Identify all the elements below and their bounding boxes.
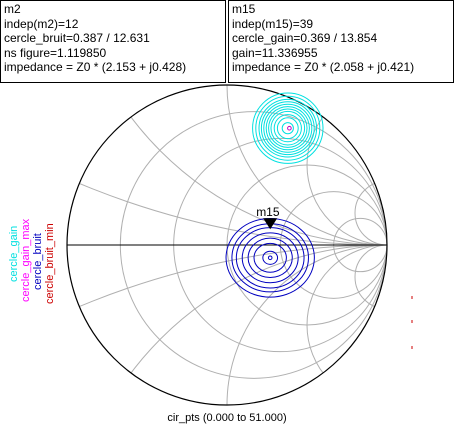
marker-m15-line: impedance = Z0 * (2.058 + j0.421) (232, 60, 415, 74)
gain-circle (265, 106, 310, 151)
reactance-arc (67, 85, 387, 246)
marker-m15-line: cercle_gain=0.369 / 13.854 (232, 31, 378, 45)
noise-circle (225, 217, 315, 298)
unit-circle (66, 84, 388, 406)
legend-entry-cercle-bruit: cercle_bruit (32, 233, 44, 290)
noise-circle (247, 237, 293, 278)
gain-circle (263, 103, 313, 153)
noise-circle (253, 242, 287, 273)
x-axis-label: cir_pts (0.000 to 51.000) (167, 412, 287, 424)
marker-m2-readout: m2 indep(m2)=12 cercle_bruit=0.387 / 12.… (0, 0, 226, 83)
marker-m15-icon (263, 218, 278, 230)
gain-circle (276, 117, 299, 140)
marker-m15-line: m15 (232, 2, 256, 16)
reactance-arc (306, 85, 387, 246)
gain-circle (260, 101, 315, 156)
gain-max-point (287, 125, 292, 131)
gain-circle (255, 95, 321, 161)
gain-circle (252, 92, 324, 164)
marker-m15-label: m15 (256, 205, 280, 219)
marker-m15-readout: m15 indep(m15)=39 cercle_gain=0.369 / 13… (228, 0, 454, 83)
reactance-arc (306, 244, 387, 405)
noise-circle (241, 232, 299, 284)
noise-min-point (267, 255, 273, 261)
chart-legend: cercle_gain cercle_gain_max cercle_bruit… (4, 198, 64, 304)
gain-circle (270, 110, 306, 146)
marker-m2-line: m2 (4, 2, 21, 16)
reactance-arc (354, 180, 387, 246)
marker-m2-line: impedance = Z0 * (2.153 + j0.428) (4, 60, 187, 74)
gain-circle (268, 108, 308, 148)
marker-m2-line: ns figure=1.119850 (4, 45, 107, 60)
marker-m2-line: cercle_bruit=0.387 / 12.631 (4, 31, 150, 45)
gain-circle (258, 98, 318, 158)
legend-entry-cercle-bruit-min: cercle_bruit_min (44, 223, 56, 304)
noise-circle (262, 250, 279, 265)
legend-entry-cercle-gain-max: cercle_gain_max (20, 218, 32, 302)
gain-circle (273, 114, 302, 143)
marker-m15-line: gain=11.336955 (232, 45, 318, 60)
reactance-arc (354, 244, 387, 310)
marker-m2-line: indep(m2)=12 (4, 16, 79, 31)
gain-circle (281, 122, 294, 135)
legend-entry-cercle-gain: cercle_gain (8, 225, 20, 282)
reactance-arc (67, 244, 387, 405)
marker-m15-line: indep(m15)=39 (232, 16, 314, 31)
reactance-arc (226, 244, 387, 405)
